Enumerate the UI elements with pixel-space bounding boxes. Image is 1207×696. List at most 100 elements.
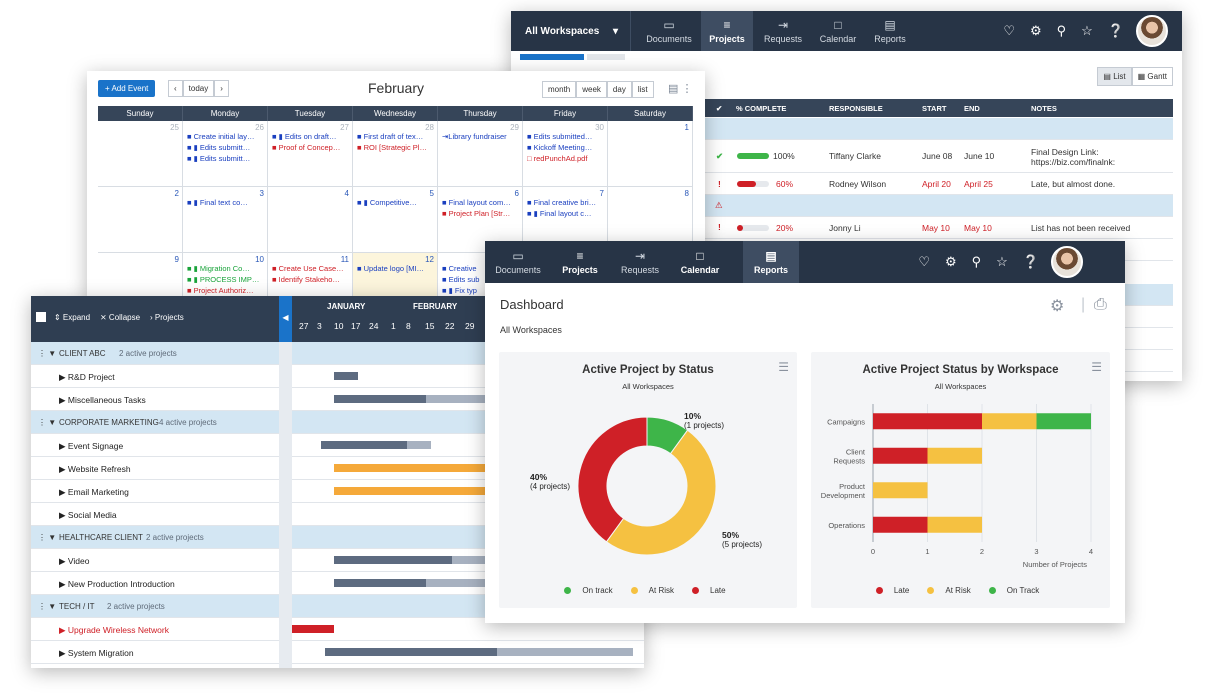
table-row[interactable]: ! 60% Rodney Wilson April 20 April 25 La…	[511, 173, 1173, 195]
tab-inactive[interactable]	[587, 54, 625, 60]
legend-at-risk[interactable]: At Risk	[630, 586, 680, 595]
nav-calendar[interactable]: □ Calendar	[671, 241, 729, 283]
calendar-day[interactable]: 27 ■ ▮ Edits on draft… ■ Proof of Concep…	[268, 121, 353, 186]
bar-at-risk[interactable]	[982, 413, 1037, 430]
donut-slice-late[interactable]	[577, 416, 648, 543]
expand-button[interactable]: ⇕ Expand	[54, 313, 91, 322]
calendar-day[interactable]: 7 ■ Final creative bri… ■ ▮ Final layout…	[523, 187, 608, 252]
legend-on-track[interactable]: On track	[564, 586, 618, 595]
image-icon[interactable]: ▤ ⋮	[668, 83, 693, 95]
calendar-event[interactable]: □ redPunchAd.pdf	[527, 154, 588, 163]
bell-icon[interactable]: ♡	[918, 254, 930, 269]
select-all-checkbox[interactable]	[36, 312, 46, 322]
prev-month-button[interactable]: ‹	[168, 80, 183, 97]
bar-on-track[interactable]	[1036, 413, 1092, 430]
calendar-day[interactable]: 26 ■ Create initial lay… ■ ▮ Edits submi…	[183, 121, 268, 186]
collapse-button[interactable]: ⨯ Collapse	[100, 313, 141, 322]
nav-requests[interactable]: ⇥ Requests	[609, 241, 671, 283]
star-icon[interactable]: ☆	[1081, 23, 1093, 38]
col-complete[interactable]: % COMPLETE	[736, 104, 787, 113]
bar-at-risk[interactable]	[927, 516, 983, 533]
legend-late[interactable]: Late	[692, 586, 732, 595]
legend-on-track[interactable]: On Track	[988, 586, 1045, 595]
list-view-button[interactable]: ▤ List	[1097, 67, 1132, 86]
drag-handle-icon[interactable]: ⋮ ▼	[38, 602, 57, 611]
calendar-event[interactable]: ■ ▮ Migration Co…	[187, 264, 250, 273]
drag-handle-icon[interactable]: ⋮ ▼	[38, 349, 57, 358]
workspace-select[interactable]: All Workspaces ▾	[511, 11, 631, 51]
calendar-event[interactable]: ■ Kickoff Meeting…	[527, 143, 593, 152]
bell-icon[interactable]: ♡	[1003, 23, 1015, 38]
gantt-row-label[interactable]: ▶ R&D Project	[59, 372, 115, 382]
calendar-day[interactable]: 28 ■ First draft of tex… ■ ROI [Strategi…	[353, 121, 438, 186]
calendar-event[interactable]: ■ Update logo [MI…	[357, 264, 425, 273]
search-icon[interactable]: ⚲	[971, 254, 982, 269]
gantt-bar[interactable]	[407, 441, 431, 449]
gantt-splitter[interactable]	[279, 342, 292, 668]
gantt-row[interactable]: ▶ New Production Introduction	[31, 572, 644, 595]
gantt-bar[interactable]	[334, 579, 426, 587]
gantt-row-label[interactable]: ▶ System Migration	[59, 648, 134, 658]
gantt-bar[interactable]	[334, 464, 496, 472]
search-icon[interactable]: ⚲	[1056, 23, 1067, 38]
calendar-day[interactable]: 1	[608, 121, 693, 186]
gantt-row-label[interactable]: ▶ Upgrade Wireless Network	[59, 625, 169, 635]
gantt-row[interactable]: ▶ Email Marketing	[31, 480, 644, 503]
calendar-event[interactable]: ■ First draft of tex…	[357, 132, 424, 141]
table-row[interactable]: ✔ 100% Tiffany Clarke June 08 June 10 Fi…	[511, 140, 1173, 173]
calendar-day[interactable]: 3 ■ ▮ Final text co…	[183, 187, 268, 252]
gantt-bar[interactable]	[334, 395, 426, 403]
calendar-day[interactable]: 4	[268, 187, 353, 252]
add-event-button[interactable]: + Add Event	[98, 80, 156, 97]
calendar-event[interactable]: ■ ▮ Edits on draft…	[272, 132, 337, 141]
table-row[interactable]: ! 20% Jonny Li May 10 May 10 List has no…	[511, 217, 1173, 239]
calendar-event[interactable]: ⇥Library fundraiser	[442, 132, 507, 141]
view-month-button[interactable]: month	[542, 81, 577, 98]
calendar-day[interactable]: 29 ⇥Library fundraiser	[438, 121, 523, 186]
star-icon[interactable]: ☆	[996, 254, 1008, 269]
gantt-row[interactable]: ▶ Upgrade Wireless Network	[31, 618, 644, 641]
tab-active[interactable]	[520, 54, 584, 60]
gantt-row-label[interactable]: ▶ Website Refresh	[59, 464, 131, 474]
col-start[interactable]: START	[922, 104, 947, 113]
calendar-event[interactable]: ■ ▮ PROCESS IMP…	[187, 275, 260, 284]
calendar-event[interactable]: ■ Create Use Case…	[272, 264, 344, 273]
bar-at-risk[interactable]	[927, 447, 983, 464]
gantt-row-label[interactable]: ▶ Video	[59, 556, 90, 566]
gantt-bar[interactable]	[325, 648, 497, 656]
calendar-event[interactable]: ■ ▮ Edits submitt…	[187, 154, 251, 163]
bar-late[interactable]	[873, 447, 928, 464]
drag-handle-icon[interactable]: ⋮ ▼	[38, 418, 57, 427]
nav-projects[interactable]: ≡ Projects	[701, 11, 753, 51]
gantt-bar[interactable]	[334, 487, 496, 495]
nav-reports[interactable]: ▤ Reports	[863, 11, 917, 51]
calendar-event[interactable]: ■ Project Authoriz…	[187, 286, 254, 295]
donut-slice-at-risk[interactable]	[605, 429, 717, 556]
settings-gear-icon[interactable]: ⚙	[1050, 298, 1065, 315]
nav-documents[interactable]: ▭ Documents	[485, 241, 551, 283]
gantt-row[interactable]: ▶ Event Signage	[31, 434, 644, 457]
gantt-bar[interactable]	[426, 579, 496, 587]
gantt-row-label[interactable]: ▶ Social Media	[59, 510, 117, 520]
col-end[interactable]: END	[964, 104, 980, 113]
gantt-bar[interactable]	[426, 395, 496, 403]
nav-requests[interactable]: ⇥ Requests	[753, 11, 813, 51]
help-icon[interactable]: ❔	[1107, 23, 1124, 38]
view-list-button[interactable]: list	[631, 81, 654, 98]
calendar-day[interactable]: 5 ■ ▮ Competitive…	[353, 187, 438, 252]
calendar-event[interactable]: ■ ▮ Final text co…	[187, 198, 248, 207]
calendar-day[interactable]: 6 ■ Final layout com… ■ Project Plan [St…	[438, 187, 523, 252]
view-day-button[interactable]: day	[606, 81, 632, 98]
calendar-event[interactable]: ■ Final creative bri…	[527, 198, 597, 207]
gantt-bar[interactable]	[321, 441, 407, 449]
gantt-row[interactable]: ▶ Website Refresh	[31, 457, 644, 480]
calendar-day[interactable]: 30 ■ Edits submitted… ■ Kickoff Meeting……	[523, 121, 608, 186]
calendar-event[interactable]: ■ ROI [Strategic Pl…	[357, 143, 427, 152]
today-button[interactable]: today	[182, 80, 215, 97]
help-icon[interactable]: ❔	[1022, 254, 1039, 269]
next-month-button[interactable]: ›	[214, 80, 229, 97]
bar-late[interactable]	[873, 516, 928, 533]
gantt-row-label[interactable]: ▶ New Production Introduction	[59, 579, 175, 589]
calendar-event[interactable]: ■ Final layout com…	[442, 198, 511, 207]
col-responsible[interactable]: RESPONSIBLE	[829, 104, 883, 113]
